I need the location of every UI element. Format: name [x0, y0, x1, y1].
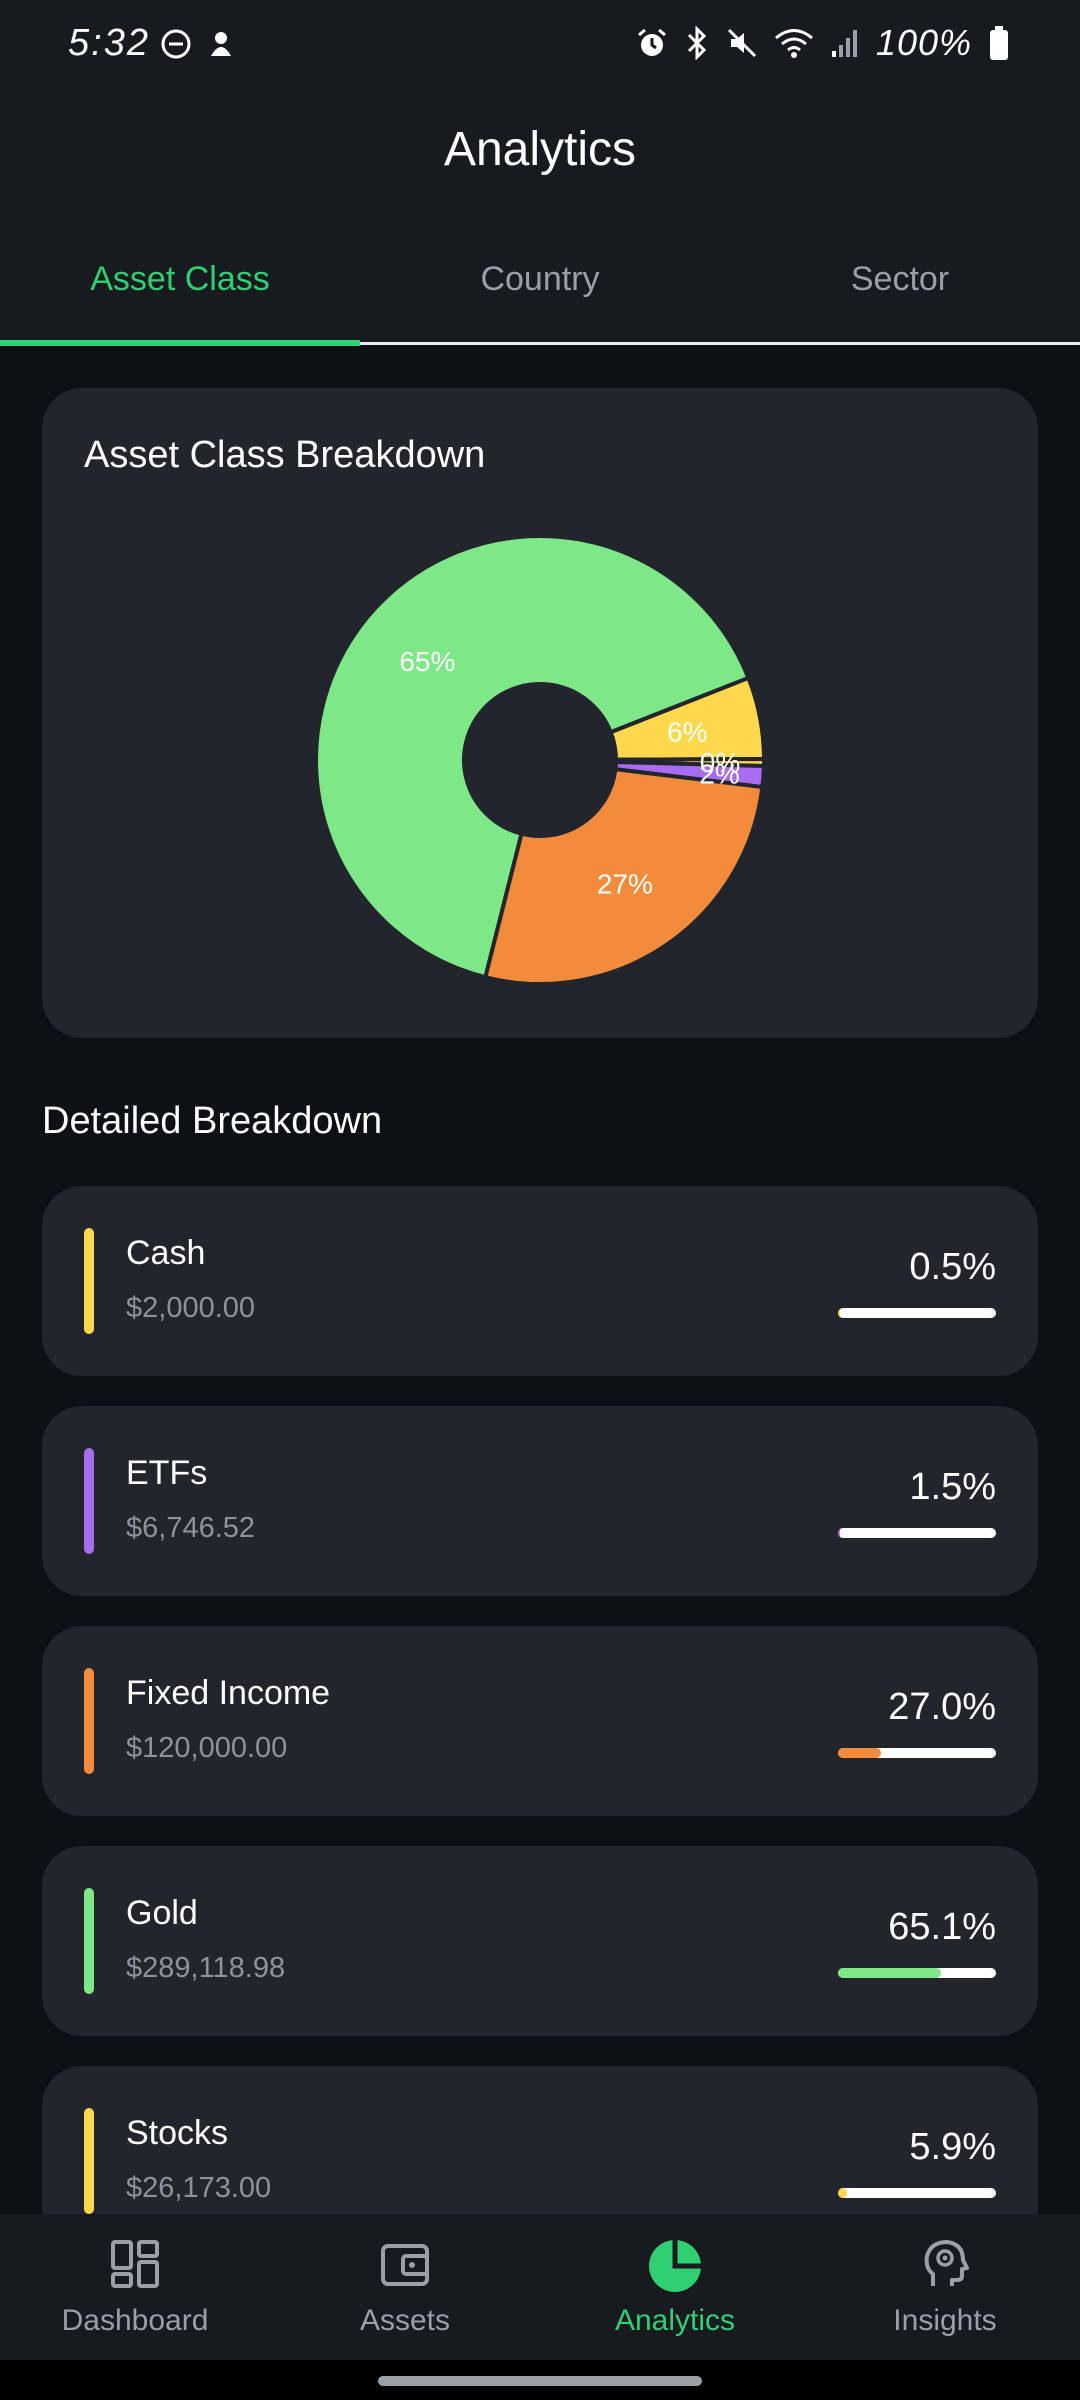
asset-name: Stocks: [126, 2114, 229, 2152]
home-gesture-bar[interactable]: [378, 2376, 702, 2386]
percent-track: [838, 1528, 996, 1538]
tab-asset-class[interactable]: Asset Class: [90, 260, 270, 298]
battery-percent: 100%: [875, 22, 972, 63]
asset-name: ETFs: [126, 1454, 208, 1492]
asset-amount: $289,118.98: [126, 1952, 286, 1984]
percent-fill: [838, 1748, 881, 1758]
asset-amount: $120,000.00: [126, 1732, 288, 1764]
breakdown-row-gold[interactable]: Gold $289,118.98 65.1%: [42, 1846, 1038, 2036]
donut-chart: 6%0%2% 27% 65%: [314, 534, 767, 986]
asset-percent: 5.9%: [909, 2126, 996, 2168]
status-right-icons: 100%: [636, 22, 1010, 64]
asset-name: Fixed Income: [126, 1674, 331, 1712]
bluetooth-icon: [687, 26, 707, 60]
chart-title: Asset Class Breakdown: [84, 434, 486, 476]
donut-label-gold: 65%: [399, 646, 455, 677]
nav-assets[interactable]: Assets: [270, 2214, 540, 2360]
wifi-icon: [774, 29, 813, 58]
asset-percent: 1.5%: [909, 1466, 996, 1508]
nav-insights[interactable]: Insights: [810, 2214, 1080, 2360]
dashboard-icon: [111, 2240, 159, 2288]
percent-fill: [838, 2188, 848, 2198]
alarm-icon: [637, 28, 666, 56]
asset-amount: $2,000.00: [126, 1292, 256, 1324]
donut-label-cash: 0%: [700, 747, 740, 778]
nav-label: Insights: [893, 2304, 997, 2337]
donut-slice-fixed-income[interactable]: [482, 766, 765, 986]
breakdown-row-fixed-income[interactable]: Fixed Income $120,000.00 27.0%: [42, 1626, 1038, 1816]
donut-label-stocks: 6%: [667, 717, 707, 748]
color-indicator: [84, 1888, 94, 1994]
percent-track: [838, 1968, 996, 1978]
nav-label: Dashboard: [61, 2304, 209, 2337]
breakdown-row-etfs[interactable]: ETFs $6,746.52 1.5%: [42, 1406, 1038, 1596]
status-time: 5:32: [68, 22, 150, 64]
tab-sector[interactable]: Sector: [850, 260, 950, 298]
signal-icon: [831, 30, 857, 57]
mute-icon: [727, 28, 756, 58]
asset-percent: 0.5%: [909, 1246, 996, 1288]
nav-dashboard[interactable]: Dashboard: [0, 2214, 270, 2360]
percent-fill: [838, 1308, 840, 1318]
battery-icon: [990, 26, 1008, 60]
nav-label: Analytics: [614, 2304, 736, 2337]
tab-bar: Asset Class Country Sector: [0, 252, 1080, 344]
donut-label-etfs: 2%: [699, 758, 739, 789]
tab-divider: [0, 342, 1080, 345]
percent-track: [838, 2188, 996, 2198]
page-title: Analytics: [443, 123, 637, 176]
wallet-icon: [381, 2244, 429, 2286]
donut-slice-gold[interactable]: [314, 534, 752, 980]
status-bar: 5:32: [0, 0, 1080, 92]
dnd-icon: [161, 29, 191, 59]
color-indicator: [84, 2108, 94, 2214]
color-indicator: [84, 1228, 94, 1334]
asset-percent: 65.1%: [888, 1906, 996, 1948]
brain-icon: [924, 2240, 969, 2286]
asset-name: Gold: [126, 1894, 198, 1932]
nav-label: Assets: [359, 2304, 451, 2337]
percent-fill: [838, 1968, 941, 1978]
notification-icon: [211, 32, 231, 56]
asset-percent: 27.0%: [888, 1686, 996, 1728]
tab-active-indicator: [0, 340, 360, 346]
nav-analytics[interactable]: Analytics: [540, 2214, 810, 2360]
bottom-navigation: Dashboard Assets Analytics: [0, 2214, 1080, 2360]
color-indicator: [84, 1448, 94, 1554]
asset-amount: $6,746.52: [126, 1512, 256, 1544]
donut-label-fixed-income: 27%: [597, 869, 653, 900]
tab-country[interactable]: Country: [480, 260, 600, 298]
asset-name: Cash: [126, 1234, 206, 1272]
percent-fill: [838, 1528, 841, 1538]
status-left-icons: [160, 28, 236, 60]
pie-chart-icon: [649, 2240, 701, 2292]
section-title: Detailed Breakdown: [42, 1100, 383, 1142]
percent-track: [838, 1748, 996, 1758]
breakdown-row-cash[interactable]: Cash $2,000.00 0.5%: [42, 1186, 1038, 1376]
app-header: Analytics Asset Class Country Sector: [0, 92, 1080, 346]
asset-class-chart-card: Asset Class Breakdown 6% 0% 2% 27% 65%: [42, 388, 1038, 1038]
color-indicator: [84, 1668, 94, 1774]
percent-track: [838, 1308, 996, 1318]
asset-amount: $26,173.00: [126, 2172, 272, 2204]
